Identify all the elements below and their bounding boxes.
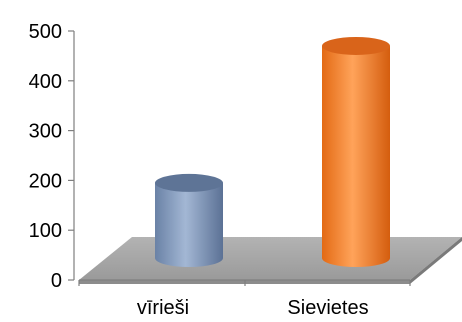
- bar-top: [322, 36, 390, 55]
- y-tick-label: 0: [51, 270, 62, 292]
- x-category-label: Sievietes: [287, 297, 368, 319]
- bar-top: [155, 173, 223, 192]
- bar-virieši: [155, 173, 223, 267]
- y-tick-label: 500: [29, 21, 62, 43]
- bar-body: [322, 45, 390, 268]
- y-tick-label: 300: [29, 121, 62, 143]
- y-tick-label: 100: [29, 220, 62, 242]
- chart-floor: [79, 237, 462, 280]
- y-tick-label: 200: [29, 170, 62, 192]
- chart-floor-side: [410, 237, 462, 284]
- bar-body: [155, 182, 223, 267]
- bar-sievietes: [322, 36, 390, 268]
- x-category-label: vīrieši: [137, 297, 189, 319]
- y-tick-label: 400: [29, 71, 62, 93]
